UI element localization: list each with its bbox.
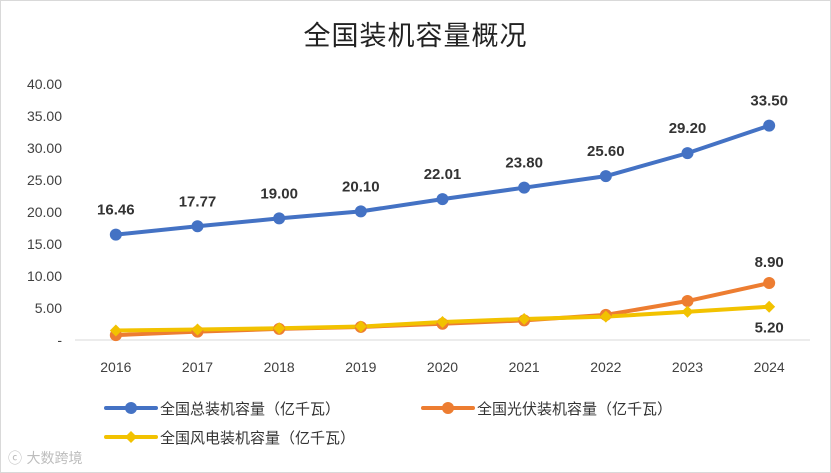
data-label: 19.00 bbox=[260, 185, 298, 202]
legend-marker-icon bbox=[442, 402, 454, 414]
series-point-0 bbox=[518, 181, 531, 194]
series-point-2 bbox=[109, 324, 122, 337]
series-point-0 bbox=[354, 205, 367, 218]
watermark-text: 大数跨境 bbox=[26, 451, 83, 467]
x-axis: 2016 2017 2018 2019 2020 2021 2022 2023 2024 bbox=[75, 339, 810, 375]
series-point-0 bbox=[599, 170, 612, 183]
x-tick-label: 2018 bbox=[264, 359, 295, 375]
data-label: 22.01 bbox=[424, 166, 462, 183]
legend-item-1: 全国光伏装机容量（亿千瓦） bbox=[421, 400, 672, 418]
legend-marker-icon bbox=[125, 402, 137, 414]
series-point-2 bbox=[518, 313, 531, 326]
series-point-2 bbox=[273, 322, 286, 335]
data-label: 17.77 bbox=[179, 193, 217, 210]
series-point-0 bbox=[109, 228, 122, 241]
y-tick-label: 40.00 bbox=[27, 76, 62, 92]
series-point-2 bbox=[354, 320, 367, 333]
y-tick-label: - bbox=[57, 332, 62, 348]
legend-label: 全国总装机容量（亿千瓦） bbox=[160, 400, 340, 418]
series-point-0 bbox=[763, 119, 776, 132]
series-point-0 bbox=[681, 147, 694, 160]
legend: 全国总装机容量（亿千瓦） 全国光伏装机容量（亿千瓦） 全国风电装机容量（亿千瓦） bbox=[104, 400, 672, 447]
data-label: 33.50 bbox=[750, 93, 788, 110]
y-tick-label: 5.00 bbox=[35, 300, 62, 316]
x-tick-label: 2021 bbox=[509, 359, 540, 375]
series-point-0 bbox=[436, 193, 449, 206]
series-lines bbox=[113, 123, 772, 338]
data-labels: 16.46 17.77 19.00 20.10 22.01 23.80 25.60 29.20… bbox=[97, 93, 788, 337]
x-tick-label: 2023 bbox=[672, 359, 703, 375]
series-point-0 bbox=[273, 212, 286, 225]
watermark-logo-icon: ⓒ bbox=[8, 451, 22, 467]
series-point-1 bbox=[681, 295, 694, 308]
chart-title: 全国装机容量概况 bbox=[303, 21, 528, 52]
legend-label: 全国光伏装机容量（亿千瓦） bbox=[477, 400, 672, 418]
y-axis: - 5.00 10.00 15.00 20.00 25.00 30.00 35.00 40.00 bbox=[27, 76, 62, 348]
series-point-1 bbox=[763, 277, 776, 290]
legend-item-2: 全国风电装机容量（亿千瓦） bbox=[104, 429, 355, 447]
data-label: 16.46 bbox=[97, 202, 135, 219]
watermark: ⓒ 大数跨境 bbox=[8, 448, 82, 468]
data-label: 8.90 bbox=[755, 254, 784, 271]
legend-marker-icon bbox=[125, 431, 137, 443]
series-point-2 bbox=[191, 323, 204, 336]
series-point-0 bbox=[191, 220, 204, 233]
x-tick-label: 2016 bbox=[100, 359, 131, 375]
x-tick-label: 2022 bbox=[590, 359, 621, 375]
x-tick-label: 2020 bbox=[427, 359, 458, 375]
data-label: 20.10 bbox=[342, 178, 380, 195]
y-tick-label: 25.00 bbox=[27, 172, 62, 188]
series-point-2 bbox=[681, 305, 694, 318]
x-tick-label: 2019 bbox=[345, 359, 376, 375]
y-tick-label: 15.00 bbox=[27, 236, 62, 252]
data-label: 29.20 bbox=[669, 120, 707, 137]
legend-label: 全国风电装机容量（亿千瓦） bbox=[160, 429, 355, 447]
legend-item-0: 全国总装机容量（亿千瓦） bbox=[104, 400, 340, 418]
y-tick-label: 20.00 bbox=[27, 204, 62, 220]
x-tick-label: 2017 bbox=[182, 359, 213, 375]
y-tick-label: 10.00 bbox=[27, 268, 62, 284]
data-label: 5.20 bbox=[755, 320, 784, 337]
data-label: 25.60 bbox=[587, 143, 625, 160]
data-label: 23.80 bbox=[505, 155, 543, 172]
x-tick-label: 2024 bbox=[754, 359, 785, 375]
series-point-2 bbox=[436, 315, 449, 328]
series-point-2 bbox=[599, 310, 612, 323]
series-point-2 bbox=[763, 300, 776, 313]
series-markers bbox=[109, 119, 776, 342]
y-tick-label: 30.00 bbox=[27, 140, 62, 156]
y-tick-label: 35.00 bbox=[27, 108, 62, 124]
